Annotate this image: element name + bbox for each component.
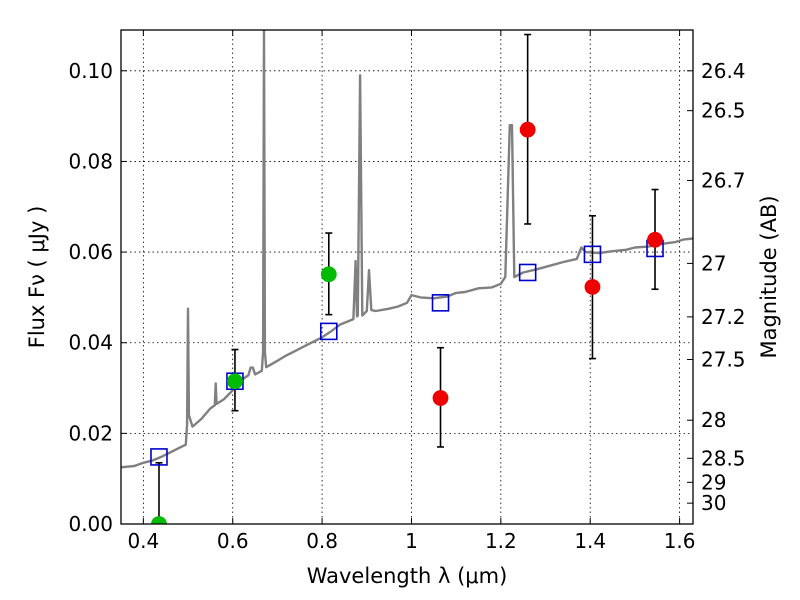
right-tick-label: 27.5	[701, 347, 746, 371]
x-tick-label: 0.4	[127, 529, 159, 553]
model-bandpass-square	[226, 372, 244, 391]
right-tick-label: 26.5	[701, 99, 746, 123]
y-axis-title: Flux Fν ( μJy )	[25, 206, 49, 349]
observed-nir-point	[584, 279, 601, 295]
x-axis-ticks: 0.4 0.6 0.8 1 1.2 1.4 1.6	[127, 30, 696, 553]
right-tick-label: 26.4	[701, 59, 746, 83]
model-bandpass-square	[583, 245, 602, 264]
observed-nir-point	[647, 231, 663, 248]
x-tick-label: 1.4	[574, 529, 606, 553]
model-bandpass-square	[150, 448, 168, 466]
y-tick-label: 0.04	[68, 331, 113, 355]
right-tick-label: 30	[701, 491, 726, 515]
observed-optical-point	[320, 266, 337, 283]
x-tick-label: 0.8	[306, 529, 338, 553]
error-bars-layer	[155, 33, 659, 524]
observed-optical-point	[151, 516, 167, 524]
grid-lines	[121, 30, 693, 525]
model-bandpass-square	[431, 294, 450, 312]
x-axis-title: Wavelength λ (μm)	[307, 564, 508, 588]
plot-frame	[120, 29, 694, 525]
y-tick-label: 0.00	[68, 512, 113, 536]
observed-points-layer	[151, 121, 663, 524]
right-tick-label: 27.2	[701, 305, 746, 329]
model-spectrum-line	[121, 30, 693, 469]
y-tick-label: 0.06	[68, 240, 113, 264]
model-spectrum-layer	[121, 30, 693, 469]
observed-nir-point	[432, 390, 449, 406]
model-bandpass-layer	[150, 239, 664, 466]
x-tick-label: 1.6	[664, 529, 696, 553]
model-bandpass-square	[518, 263, 537, 282]
right-axis-title: Magnitude (AB)	[757, 195, 781, 358]
observed-optical-point	[227, 373, 243, 390]
right-tick-label: 26.7	[701, 168, 746, 192]
y-tick-label: 0.02	[68, 421, 113, 445]
x-tick-label: 1	[405, 529, 418, 553]
y-tick-label: 0.10	[68, 59, 113, 83]
right-tick-label: 27	[701, 251, 726, 275]
x-tick-label: 0.6	[217, 529, 249, 553]
y-tick-label: 0.08	[68, 149, 113, 173]
y-axis-ticks: 0.00 0.02 0.04 0.06 0.08 0.10	[68, 59, 127, 536]
x-tick-label: 1.2	[485, 529, 517, 553]
right-tick-label: 29	[701, 470, 726, 494]
right-tick-label: 28	[701, 408, 726, 432]
observed-nir-point	[519, 121, 536, 138]
right-tick-label: 28.5	[701, 446, 746, 470]
model-bandpass-square	[319, 322, 338, 341]
